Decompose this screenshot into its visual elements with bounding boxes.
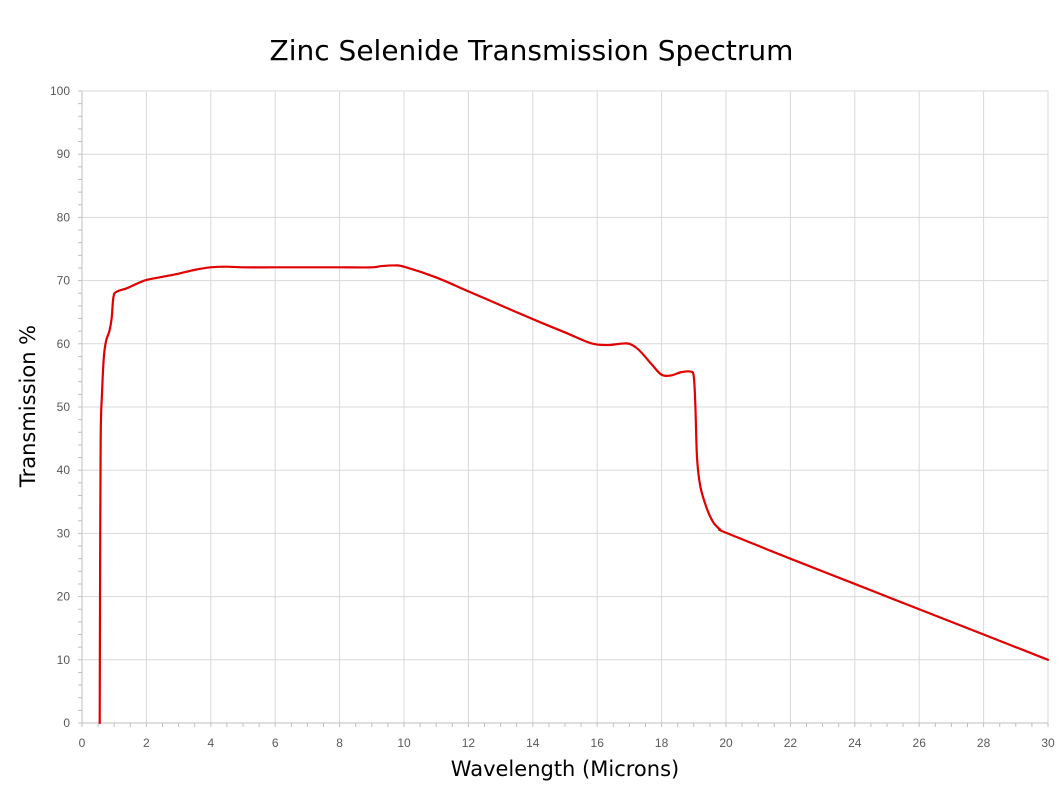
x-tick-label: 30 <box>1041 736 1055 750</box>
chart-title: Zinc Selenide Transmission Spectrum <box>269 34 794 67</box>
x-tick-label: 16 <box>591 736 605 750</box>
x-tick-label: 20 <box>719 736 733 750</box>
y-tick-label: 30 <box>57 526 71 540</box>
y-tick-label: 10 <box>57 653 71 667</box>
tick-labels: 0 2 4 6 8 10 12 14 16 18 20 22 24 26 28 300102030405060… <box>50 84 1055 750</box>
x-tick-label: 4 <box>207 736 214 750</box>
axes <box>78 90 1049 727</box>
y-tick-label: 0 <box>63 716 70 730</box>
y-tick-label: 90 <box>57 147 71 161</box>
x-tick-label: 14 <box>526 736 540 750</box>
x-tick-label: 26 <box>913 736 927 750</box>
x-tick-label: 6 <box>272 736 279 750</box>
x-axis-label: Wavelength (Microns) <box>450 757 680 781</box>
x-tick-label: 12 <box>462 736 476 750</box>
x-tick-label: 22 <box>784 736 798 750</box>
gridlines <box>82 90 1049 723</box>
y-tick-label: 100 <box>50 84 70 98</box>
transmission-line <box>98 264 1050 725</box>
x-tick-label: 0 <box>79 736 86 750</box>
x-tick-label: 28 <box>977 736 991 750</box>
x-tick-label: 18 <box>655 736 669 750</box>
y-tick-label: 80 <box>57 210 71 224</box>
y-tick-label: 20 <box>57 590 71 604</box>
series-layer <box>98 264 1050 725</box>
y-tick-label: 60 <box>57 337 71 351</box>
y-tick-label: 70 <box>57 274 71 288</box>
x-tick-label: 24 <box>848 736 862 750</box>
x-tick-label: 2 <box>143 736 150 750</box>
x-tick-label: 10 <box>397 736 411 750</box>
y-tick-label: 40 <box>57 463 71 477</box>
x-tick-label: 8 <box>336 736 343 750</box>
y-tick-label: 50 <box>57 400 71 414</box>
